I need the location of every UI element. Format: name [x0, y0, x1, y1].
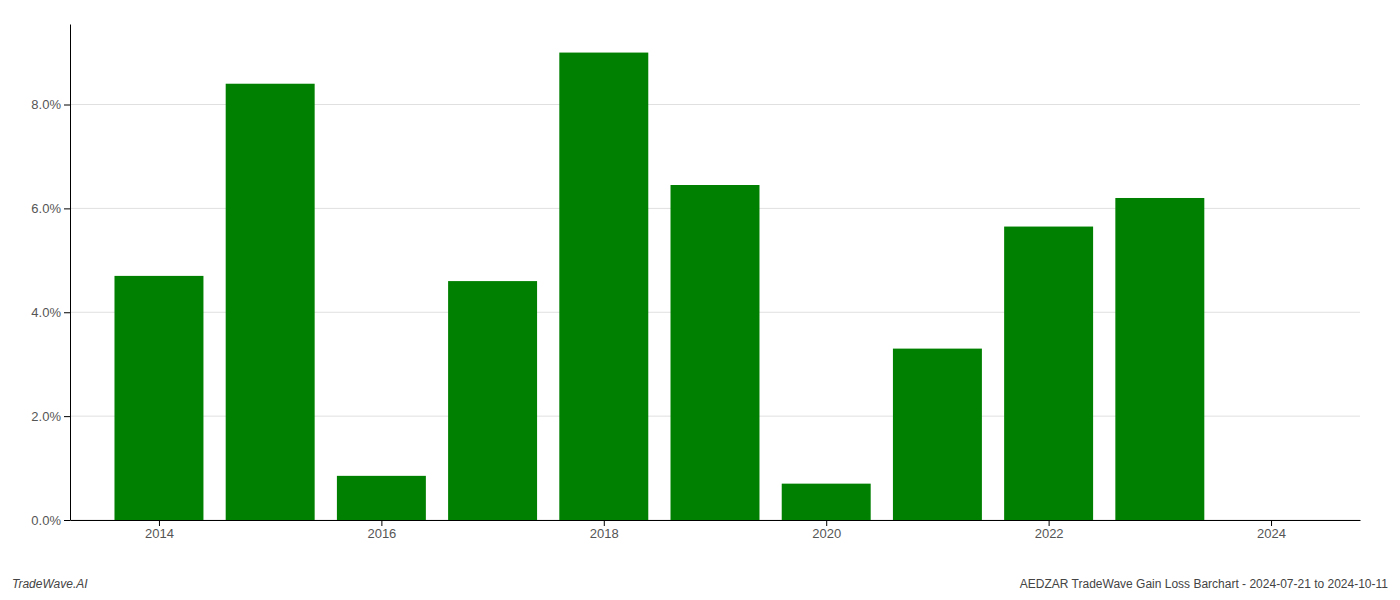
y-tick-label: 4.0%: [31, 305, 61, 320]
footer-left: TradeWave.AI: [12, 577, 88, 591]
y-tick: 6.0%: [31, 201, 70, 216]
bar: [226, 84, 315, 520]
bar: [1115, 198, 1204, 520]
x-axis: 2014 2016 2018 2020 2022 2024: [71, 520, 1361, 541]
x-tick-label: 2014: [145, 526, 174, 541]
x-tick-mark: [381, 520, 382, 526]
bar: [559, 53, 648, 520]
y-tick-mark: [64, 520, 70, 521]
bar: [448, 281, 537, 520]
x-tick-mark: [159, 520, 160, 526]
y-tick: 2.0%: [31, 409, 70, 424]
bar: [782, 484, 871, 520]
y-tick-label: 2.0%: [31, 409, 61, 424]
y-tick: 8.0%: [31, 97, 70, 112]
x-tick-label: 2024: [1257, 526, 1286, 541]
x-tick: 2018: [590, 520, 619, 541]
bar: [1004, 227, 1093, 520]
bar: [671, 185, 760, 520]
x-tick-mark: [1271, 520, 1272, 526]
y-axis: 0.0% 2.0% 4.0% 6.0% 8.0%: [31, 25, 70, 528]
y-tick-mark: [64, 208, 70, 209]
y-tick-label: 8.0%: [31, 97, 61, 112]
y-tick-label: 0.0%: [31, 513, 61, 528]
bar: [114, 276, 203, 520]
y-tick-mark: [64, 312, 70, 313]
y-tick-mark: [64, 416, 70, 417]
x-tick-mark: [1049, 520, 1050, 526]
bar: [893, 349, 982, 520]
x-tick-label: 2022: [1035, 526, 1064, 541]
y-tick: 4.0%: [31, 305, 70, 320]
x-tick-mark: [604, 520, 605, 526]
x-tick: 2016: [367, 520, 396, 541]
x-tick-label: 2016: [367, 526, 396, 541]
y-tick-label: 6.0%: [31, 201, 61, 216]
x-tick-label: 2020: [812, 526, 841, 541]
x-tick: 2020: [812, 520, 841, 541]
bars: [114, 53, 1204, 520]
y-axis-line: [70, 25, 71, 521]
x-axis-line: [71, 520, 1361, 521]
x-tick: 2022: [1035, 520, 1064, 541]
x-tick-label: 2018: [590, 526, 619, 541]
footer-right: AEDZAR TradeWave Gain Loss Barchart - 20…: [1020, 577, 1389, 591]
bar: [337, 476, 426, 520]
x-tick: 2014: [145, 520, 174, 541]
x-tick-mark: [826, 520, 827, 526]
y-tick-mark: [64, 105, 70, 106]
chart: 2014 2016 2018 2020 2022 2024 0.0% 2.0% 4.0% 6.0%…: [0, 0, 1400, 600]
x-tick: 2024: [1257, 520, 1286, 541]
y-tick: 0.0%: [31, 513, 70, 528]
